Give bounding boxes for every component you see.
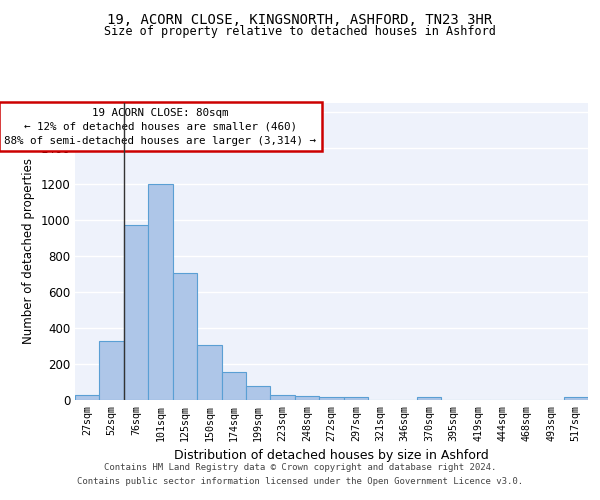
- Bar: [173, 273, 197, 400]
- Bar: [417, 398, 442, 400]
- Bar: [295, 396, 319, 400]
- Y-axis label: Number of detached properties: Number of detached properties: [22, 158, 35, 344]
- Text: Contains public sector information licensed under the Open Government Licence v3: Contains public sector information licen…: [77, 477, 523, 486]
- Text: Size of property relative to detached houses in Ashford: Size of property relative to detached ho…: [104, 25, 496, 38]
- Text: 19, ACORN CLOSE, KINGSNORTH, ASHFORD, TN23 3HR: 19, ACORN CLOSE, KINGSNORTH, ASHFORD, TN…: [107, 12, 493, 26]
- Text: 19 ACORN CLOSE: 80sqm
← 12% of detached houses are smaller (460)
88% of semi-det: 19 ACORN CLOSE: 80sqm ← 12% of detached …: [5, 108, 317, 146]
- Bar: [271, 394, 295, 400]
- Bar: [319, 398, 344, 400]
- Text: Contains HM Land Registry data © Crown copyright and database right 2024.: Contains HM Land Registry data © Crown c…: [104, 464, 496, 472]
- Bar: [197, 345, 221, 400]
- Bar: [563, 398, 588, 400]
- Bar: [100, 342, 124, 400]
- Bar: [124, 225, 148, 400]
- Bar: [148, 184, 173, 400]
- Bar: [246, 386, 271, 400]
- Bar: [344, 398, 368, 400]
- Bar: [221, 372, 246, 400]
- X-axis label: Distribution of detached houses by size in Ashford: Distribution of detached houses by size …: [174, 449, 489, 462]
- Bar: [75, 394, 100, 400]
